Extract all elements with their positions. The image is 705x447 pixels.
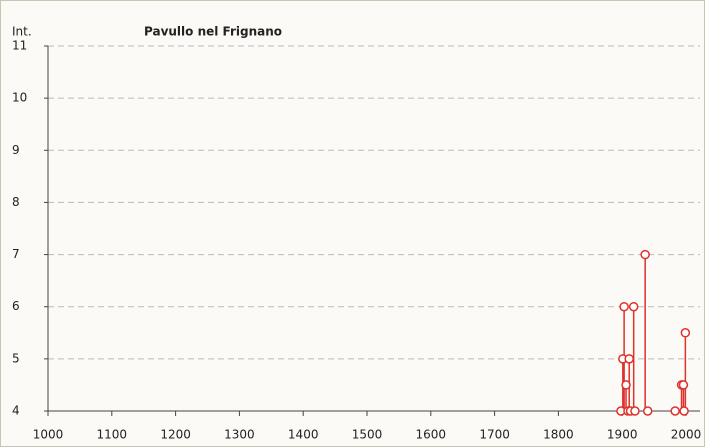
y-axis-label: Int. <box>12 25 32 39</box>
point <box>642 406 653 416</box>
point <box>680 328 691 338</box>
point <box>624 354 634 364</box>
x-tick-label: 1600 <box>416 428 447 442</box>
x-tick-label: 1000 <box>33 428 64 442</box>
x-tick-label: 1900 <box>607 428 638 442</box>
point <box>679 406 689 416</box>
point <box>670 406 680 416</box>
point <box>628 301 639 312</box>
point <box>640 249 650 260</box>
chart-title: Pavullo nel Frignano <box>144 25 282 39</box>
x-tick-label: 1400 <box>288 428 319 442</box>
y-tick-label: 7 <box>12 247 20 261</box>
y-tick-label: 5 <box>12 351 20 365</box>
y-tick-label: 4 <box>12 404 20 418</box>
point <box>630 406 640 416</box>
y-tick-label: 8 <box>12 195 20 209</box>
x-tick-label: 1800 <box>543 428 574 442</box>
y-tick-label: 6 <box>12 299 20 313</box>
y-tick-label: 10 <box>12 91 27 105</box>
point <box>621 380 631 390</box>
y-tick-label: 11 <box>12 39 27 53</box>
x-tick-label: 2000 <box>671 428 702 442</box>
x-tick-label: 1200 <box>160 428 191 442</box>
x-tick-label: 1500 <box>352 428 383 442</box>
point <box>619 301 629 312</box>
x-tick-label: 1700 <box>479 428 510 442</box>
x-tick-label: 1100 <box>97 428 128 442</box>
y-tick-label: 9 <box>12 143 20 157</box>
point <box>678 380 689 390</box>
x-tick-label: 1300 <box>224 428 255 442</box>
